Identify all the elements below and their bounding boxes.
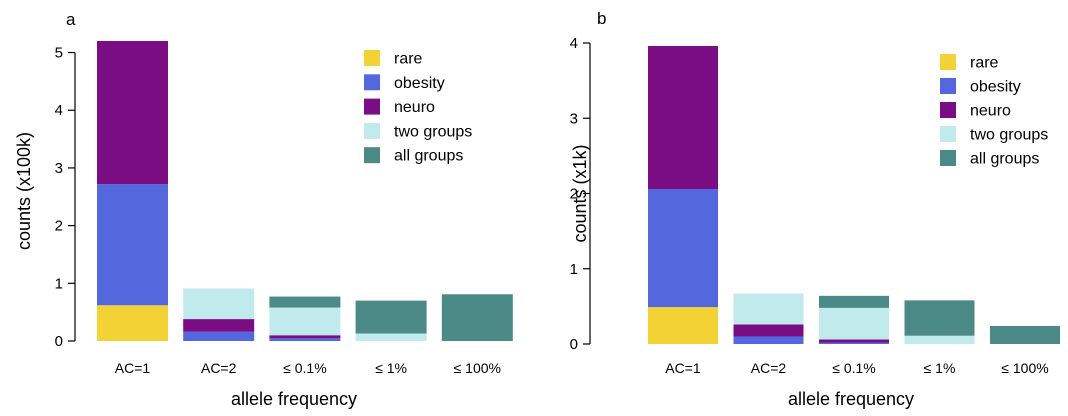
y-tick-label: 1: [570, 261, 578, 278]
x-tick-label: ≤ 0.1%: [832, 360, 875, 376]
bar-segment-obesity: [733, 336, 804, 344]
y-tick-label: 2: [55, 218, 63, 235]
bar-segment-neuro: [269, 335, 341, 339]
bar-segment-neuro: [819, 339, 889, 343]
bar-segment-obesity: [97, 184, 168, 306]
x-tick-label: AC=2: [751, 360, 787, 376]
legend-label: all groups: [394, 148, 463, 165]
bar-segment-two-groups: [269, 307, 341, 336]
x-axis-label: allele frequency: [231, 389, 357, 409]
x-tick-label: AC=1: [665, 360, 701, 376]
bar-segment-all-groups: [904, 300, 975, 336]
bar-segment-two-groups: [733, 293, 804, 325]
bar-segment-neuro: [733, 324, 804, 337]
legend-swatch-two-groups: [940, 126, 956, 142]
x-tick-label: ≤ 100%: [454, 360, 501, 376]
y-axis-label: counts (x100k): [14, 132, 34, 250]
legend: rare obesity neuro two groups all groups: [364, 50, 472, 165]
bar-segment-all-groups: [355, 300, 427, 334]
y-tick-label: 4: [55, 102, 63, 119]
bar-segment-all-groups: [819, 295, 889, 308]
bar-segment-two-groups: [355, 333, 427, 341]
legend-swatch-rare: [364, 50, 380, 66]
legend-label: obesity: [970, 79, 1021, 96]
panel-a: a 0 1 2 3 4 5 counts (x100k) AC=1 AC=2 ≤ 0.1% ≤ 1% ≤…: [14, 10, 513, 409]
legend-swatch-neuro: [940, 102, 956, 118]
legend-swatch-obesity: [940, 78, 956, 94]
panel-label: b: [597, 9, 606, 28]
x-tick-label: ≤ 0.1%: [283, 360, 326, 376]
x-tick-label: AC=2: [201, 360, 237, 376]
legend-label: all groups: [970, 151, 1039, 168]
y-tick-label: 3: [570, 110, 578, 127]
y-axis-label: counts (x1k): [570, 144, 590, 242]
x-tick-label: ≤ 1%: [924, 360, 956, 376]
bar-segment-neuro: [648, 46, 718, 189]
bar-segment-rare: [97, 305, 168, 341]
legend-swatch-rare: [940, 54, 956, 70]
legend-label: two groups: [970, 127, 1048, 144]
panel-b: b 0 1 2 3 4 counts (x1k) AC=1 AC=2 ≤ 0.1% ≤ 1% ≤ 10…: [570, 9, 1060, 409]
legend-swatch-neuro: [364, 98, 380, 115]
y-tick-label: 0: [570, 336, 578, 353]
x-tick-label: ≤ 100%: [1001, 360, 1048, 376]
x-tick-label: ≤ 1%: [375, 360, 407, 376]
legend-label: rare: [394, 51, 423, 68]
y-tick-label: 4: [570, 35, 578, 52]
legend-label: neuro: [970, 103, 1011, 120]
bar-segment-all-groups: [269, 296, 341, 308]
y-tick-label: 2: [570, 186, 578, 203]
legend-swatch-all-groups: [364, 147, 380, 164]
bar-segment-obesity: [183, 331, 255, 341]
y-tick-label: 1: [55, 275, 63, 292]
bar-segment-neuro: [97, 41, 168, 185]
bar-segment-two-groups: [904, 335, 975, 344]
legend-label: two groups: [394, 123, 472, 140]
x-tick-label: AC=1: [115, 360, 151, 376]
legend-swatch-obesity: [364, 74, 380, 91]
y-tick-label: 3: [55, 160, 63, 177]
panel-label: a: [66, 10, 76, 29]
y-tick-label: 5: [55, 45, 63, 62]
x-axis-label: allele frequency: [788, 389, 914, 409]
legend-swatch-all-groups: [940, 150, 956, 166]
bar-segment-obesity: [648, 188, 718, 308]
y-tick-label: 0: [55, 333, 63, 350]
bar-segment-obesity: [269, 338, 341, 341]
bar-segment-obesity: [819, 342, 889, 344]
bar-segment-rare: [648, 307, 718, 344]
legend-label: rare: [970, 55, 999, 72]
bar-segment-two-groups: [183, 288, 255, 320]
bar-segment-all-groups: [441, 294, 513, 341]
bar-segment-all-groups: [990, 325, 1060, 344]
legend-swatch-two-groups: [364, 122, 380, 139]
legend-label: neuro: [394, 99, 435, 116]
bar-segment-neuro: [183, 319, 255, 332]
legend-label: obesity: [394, 75, 445, 92]
legend: rare obesity neuro two groups all groups: [940, 54, 1048, 168]
bar-segment-two-groups: [819, 307, 889, 340]
